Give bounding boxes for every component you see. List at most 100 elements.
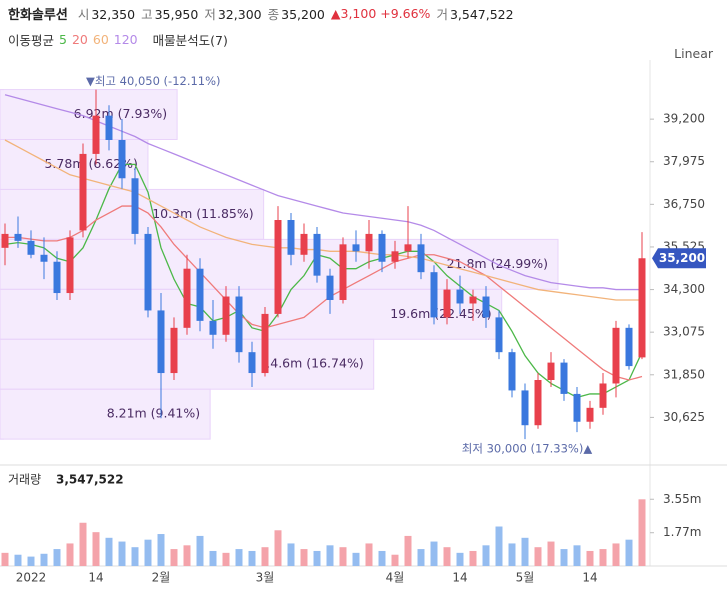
stat: 고 35,950 [141,4,198,23]
profile-label: 8.21m (9.41%) [107,406,200,421]
volume-bar [196,535,204,566]
ma-line [4,139,642,301]
candle-body [508,352,516,391]
volume-bar [157,534,165,566]
x-tick-label: 14 [452,571,467,585]
ma-line [5,205,643,381]
volume-current: 3,547,522 [56,473,124,487]
candle-body [300,233,308,255]
candle-body [183,268,191,328]
volume-bar [469,550,477,566]
x-tick-label: 4월 [386,571,405,585]
volume-bar [534,547,542,566]
volume-bar [287,543,295,566]
candle-body [443,289,451,318]
legend-entry: 60 [92,31,109,47]
volume-bar [261,547,269,566]
candle-body [430,272,438,318]
stat: 거 3,547,522 [436,4,513,23]
ma-label: 이동평균 [8,32,55,48]
candle-body [391,251,399,262]
volume-bar [144,539,152,566]
stock-name: 한화솔루션 [8,7,68,23]
candle-body [612,327,620,384]
y-tick-label: 34,300 [663,282,705,296]
candle-body [261,313,269,374]
volume-bar [66,543,74,566]
extreme-annotation: 최저 30,000 (17.33%)▲ [462,442,593,456]
volume-bar [521,537,529,566]
candle-body [209,320,217,335]
legend-entry: 120 [113,31,138,47]
volume-bar [40,553,48,566]
ma-line [4,163,643,399]
candle-body [599,383,607,408]
x-tick-label: 2022 [16,571,47,585]
y-tick-label: 30,625 [663,410,705,424]
price-marker [652,248,706,269]
volume-bar [339,547,347,566]
volume-bar [79,522,87,566]
volume-bar [222,552,230,566]
volume-bar [14,554,22,566]
profile-band [0,89,178,141]
candle-body [144,233,152,311]
candle-body [222,296,230,335]
volume-bar [482,545,490,566]
stat-value: 3,547,522 [449,6,514,22]
profile-band [0,338,375,390]
stat: 종 35,200 [268,4,325,23]
candle-body [248,352,256,374]
candle-body [638,258,646,358]
y-tick-label: 31,850 [663,367,705,381]
volume-bar [508,543,516,566]
stat-key: 종 [267,6,280,22]
x-tick-label: 14 [582,571,597,585]
volume-bar [365,543,373,566]
candle-body [339,244,347,300]
volume-bar [573,545,581,566]
candle-body [1,233,9,248]
candle-body [482,296,490,318]
scale-mode[interactable]: Linear [674,46,713,61]
candle-body [404,244,412,252]
candle-body [547,362,555,380]
y-tick-label: 33,075 [663,325,705,339]
volume-bar [352,552,360,566]
x-tick-label: 5월 [516,571,535,585]
volume-bar [131,547,139,566]
extreme-annotation: ▼최고 40,050 (-12.11%) [86,74,221,88]
candle-body [287,220,295,255]
candle-body [105,115,113,140]
candle-body [326,275,334,300]
volume-bar [183,545,191,566]
candle-body [170,327,178,374]
stat-value: 32,300 [217,6,262,22]
volume-bar [547,541,555,566]
stat-key: 저 [204,6,216,22]
volume-title: 거래량 [8,473,41,487]
profile-label: 10.3m (11.85%) [152,206,253,221]
volume-bar [170,549,178,566]
x-tick-label: 14 [88,571,103,585]
stat-value: 32,350 [91,6,136,22]
y-tick-label: 36,750 [663,197,705,211]
profile-label: 19.6m (22.45%) [390,306,491,321]
y-tick-label: 3.55m [663,492,701,506]
candle-body [313,233,321,276]
x-tick-label: 2월 [152,571,171,585]
profile-label: 6.92m (7.93%) [74,106,167,121]
stat-value: 35,200 [281,6,325,22]
volume-bar [638,499,646,566]
volume-bar [209,550,217,566]
volume-bar [378,550,386,566]
candle-body [417,244,425,273]
candle-body [196,268,204,321]
profile-label: 14.6m (16.74%) [262,356,363,371]
volume-bar [495,526,503,566]
volume-bar [391,554,399,566]
legend-entry: 20 [71,31,88,47]
stat-key: 거 [436,6,448,22]
candle-body [586,407,594,422]
